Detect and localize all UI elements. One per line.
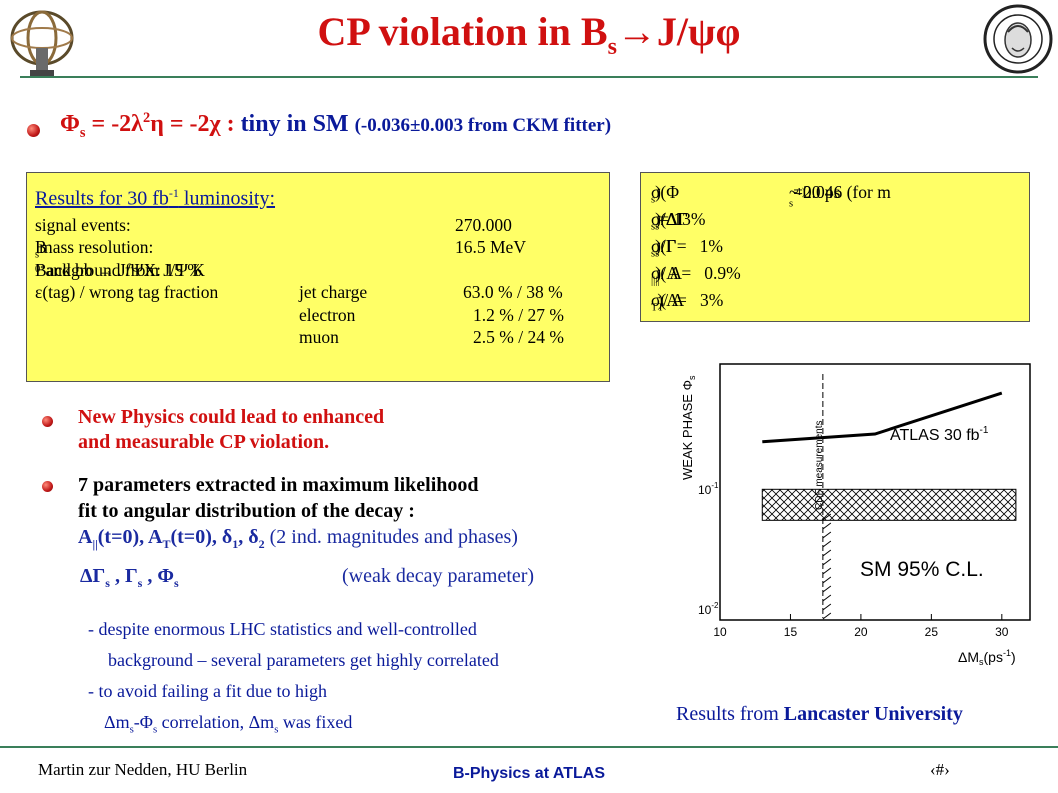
atlas-series-line bbox=[762, 391, 1003, 444]
results-row: signal events: 270.000 bbox=[35, 214, 512, 235]
sm-band-label: SM 95% C.L. bbox=[860, 558, 984, 581]
cdf-hatch-mark bbox=[822, 567, 832, 575]
bullet-icon bbox=[42, 481, 53, 492]
results-box: Results for 30 fb-1 luminosity: signal e… bbox=[26, 172, 610, 382]
cdf-label: CDF measurements bbox=[814, 421, 825, 510]
footer-title: B-Physics at ATLAS bbox=[452, 765, 606, 782]
notes-text: - despite enormous LHC statistics and we… bbox=[88, 619, 499, 736]
y-tick-label: 10-2 bbox=[698, 601, 719, 617]
cdf-hatch-mark bbox=[822, 531, 832, 539]
resolution-row: σ(Γ s)/Γ s = 1% bbox=[651, 236, 724, 260]
cdf-hatch-mark bbox=[822, 594, 832, 602]
cdf-hatch-mark bbox=[822, 603, 832, 611]
results-row: ε(tag) / wrong tag fraction jet charge 6… bbox=[35, 282, 563, 303]
results-heading: Results for 30 fb-1 luminosity: bbox=[35, 186, 276, 210]
university-seal bbox=[983, 4, 1053, 74]
cdf-hatch-mark bbox=[822, 612, 832, 620]
new-physics-text: New Physics could lead to enhanced and m… bbox=[78, 406, 385, 453]
results-credit: Results from Lancaster University bbox=[676, 703, 963, 725]
cdf-hatch-mark bbox=[822, 540, 832, 548]
bullet-icon bbox=[27, 124, 40, 137]
sm-band bbox=[761, 488, 1017, 521]
x-tick-label: 15 bbox=[784, 625, 798, 639]
cdf-hatch-mark bbox=[822, 522, 832, 530]
bottom-divider bbox=[0, 746, 1058, 748]
slide-number: ‹#› bbox=[930, 760, 950, 779]
resolution-box: σ(Φ s) ~ 0.046 (for m s =20 ps -1) σ(ΔΓ s)/ΔΓ… bbox=[640, 172, 1030, 322]
atlas-logo bbox=[10, 10, 74, 76]
plot-frame bbox=[719, 363, 1031, 621]
x-tick-label: 30 bbox=[995, 625, 1009, 639]
slide-title: CP violation in Bs→J/ψφ bbox=[317, 9, 741, 60]
x-tick-label: 25 bbox=[925, 625, 939, 639]
results-row: electron 1.2 % / 27 % bbox=[299, 304, 564, 325]
results-row: Background from J/Ψ K 0* and bb → J/ΨX: 1… bbox=[35, 259, 205, 280]
resolution-row: σ(ΔΓ s)/ΔΓ s = 13% bbox=[651, 209, 706, 233]
cdf-hatch-mark bbox=[822, 576, 832, 584]
footer-author: Martin zur Nedden, HU Berlin bbox=[38, 760, 248, 779]
results-row: muon 2.5 % / 24 % bbox=[299, 327, 564, 348]
x-tick-label: 10 bbox=[713, 625, 727, 639]
cdf-hatch-mark bbox=[822, 558, 832, 566]
resolution-row: σ(Φ s) ~ 0.046 (for m s =20 ps -1) bbox=[651, 182, 891, 210]
atlas-series-label: ATLAS 30 fb-1 bbox=[890, 425, 989, 444]
y-tick-label: 10-1 bbox=[698, 481, 719, 497]
cdf-hatch-mark bbox=[822, 549, 832, 557]
x-axis-label: ΔMs(ps-1) bbox=[958, 648, 1016, 667]
phi-s-headline: Φs = -2λ2η = -2χ : tiny in SM (-0.036±0.… bbox=[60, 110, 612, 141]
bullet-icon bbox=[42, 416, 53, 427]
cdf-hatch-mark bbox=[822, 585, 832, 593]
parameters-text: 7 parameters extracted in maximum likeli… bbox=[78, 474, 535, 590]
x-tick-label: 20 bbox=[854, 625, 868, 639]
resolution-row: σ(A ||)/ A || = 0.9% bbox=[651, 263, 741, 287]
weak-phase-plot: CDF measurements SM 95% C.L. ATLAS 30 fb… bbox=[680, 363, 1031, 667]
y-axis-label: WEAK PHASE Φs bbox=[680, 375, 697, 480]
top-divider bbox=[20, 76, 1038, 78]
